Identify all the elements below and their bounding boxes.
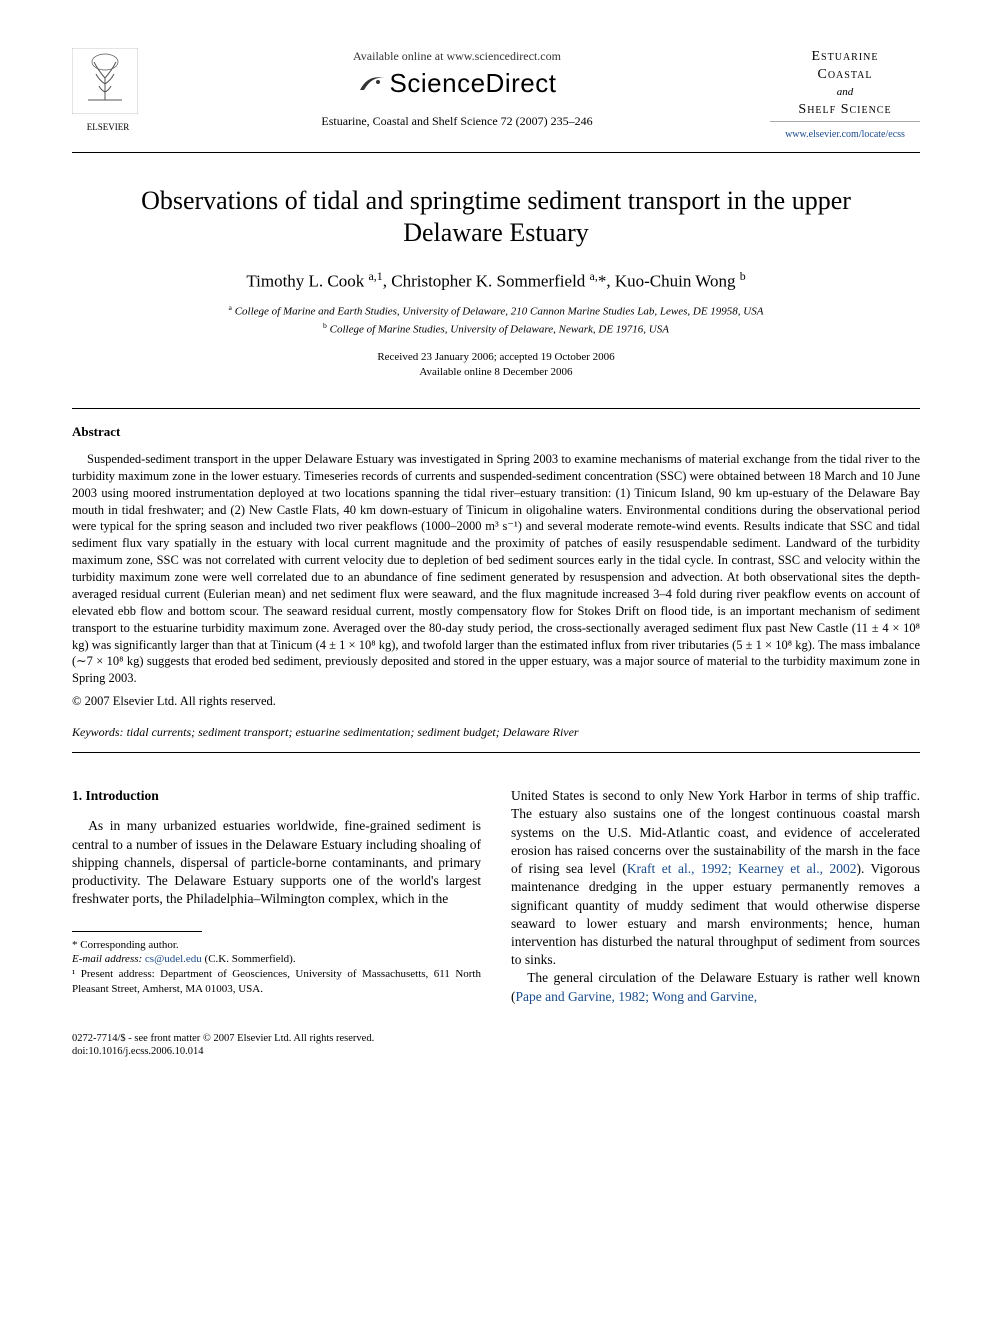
column-right: United States is second to only New York… xyxy=(511,787,920,1006)
keywords-label: Keywords: xyxy=(72,725,124,739)
journal-name: Estuarine Coastal and Shelf Science xyxy=(770,48,920,122)
article-title: Observations of tidal and springtime sed… xyxy=(116,185,876,250)
intro-para-2: United States is second to only New York… xyxy=(511,787,920,969)
received-accepted-date: Received 23 January 2006; accepted 19 Oc… xyxy=(72,350,920,365)
citation-link[interactable]: Kraft et al., 1992; Kearney et al., 2002 xyxy=(627,861,857,876)
abstract-heading: Abstract xyxy=(72,423,920,441)
intro-para-1: As in many urbanized estuaries worldwide… xyxy=(72,817,481,908)
journal-url-link[interactable]: www.elsevier.com/locate/ecss xyxy=(785,129,905,140)
present-address-line: ¹ Present address: Department of Geoscie… xyxy=(72,967,481,997)
present-address-label: ¹ Present address: xyxy=(72,968,155,980)
authors-line: Timothy L. Cook a,1, Christopher K. Somm… xyxy=(72,268,920,294)
doi-line: doi:10.1016/j.ecss.2006.10.014 xyxy=(72,1045,920,1059)
email-link[interactable]: cs@udel.edu xyxy=(145,953,202,965)
page-header: ELSEVIER Available online at www.science… xyxy=(72,48,920,153)
email-line: E-mail address: cs@udel.edu (C.K. Sommer… xyxy=(72,952,481,967)
body-columns: 1. Introduction As in many urbanized est… xyxy=(72,787,920,1006)
article-dates: Received 23 January 2006; accepted 19 Oc… xyxy=(72,350,920,381)
corresponding-author-note: * Corresponding author. xyxy=(72,938,481,953)
available-online-date: Available online 8 December 2006 xyxy=(72,365,920,380)
email-attribution: (C.K. Sommerfield). xyxy=(205,953,296,965)
abstract-body: Suspended-sediment transport in the uppe… xyxy=(72,451,920,687)
citation-link[interactable]: Pape and Garvine, 1982; Wong and Garvine… xyxy=(516,989,758,1004)
email-label: E-mail address: xyxy=(72,953,142,965)
affiliations: a College of Marine and Earth Studies, U… xyxy=(72,303,920,337)
affiliation-a: a College of Marine and Earth Studies, U… xyxy=(72,303,920,320)
intro-para-3: The general circulation of the Delaware … xyxy=(511,969,920,1005)
front-matter-line: 0272-7714/$ - see front matter © 2007 El… xyxy=(72,1032,920,1046)
platform-name: ScienceDirect xyxy=(156,66,758,103)
page-footer: 0272-7714/$ - see front matter © 2007 El… xyxy=(72,1032,920,1059)
divider xyxy=(72,752,920,753)
publisher-logo: ELSEVIER xyxy=(72,48,144,133)
header-center: Available online at www.sciencedirect.co… xyxy=(144,48,770,129)
divider xyxy=(72,408,920,409)
keywords-text: tidal currents; sediment transport; estu… xyxy=(127,725,579,739)
journal-reference: Estuarine, Coastal and Shelf Science 72 … xyxy=(156,113,758,129)
keywords: Keywords: tidal currents; sediment trans… xyxy=(72,724,920,740)
available-online-text: Available online at www.sciencedirect.co… xyxy=(156,48,758,64)
elsevier-tree-icon xyxy=(72,48,138,114)
abstract-copyright: © 2007 Elsevier Ltd. All rights reserved… xyxy=(72,693,920,710)
column-left: 1. Introduction As in many urbanized est… xyxy=(72,787,481,1006)
section-heading: 1. Introduction xyxy=(72,787,481,805)
publisher-name: ELSEVIER xyxy=(72,121,144,133)
journal-logo-block: Estuarine Coastal and Shelf Science www.… xyxy=(770,48,920,144)
sciencedirect-swoosh-icon xyxy=(358,68,386,103)
footnote-separator xyxy=(72,931,202,932)
footnotes: * Corresponding author. E-mail address: … xyxy=(72,938,481,997)
affiliation-b: b College of Marine Studies, University … xyxy=(72,321,920,338)
